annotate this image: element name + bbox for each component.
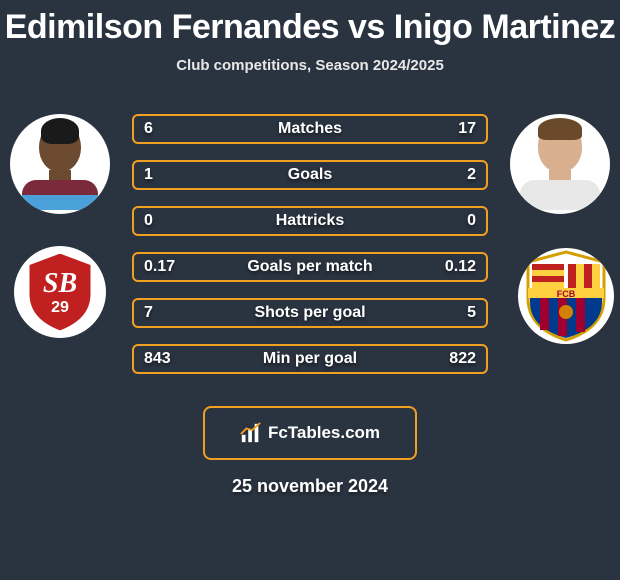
date-label: 25 november 2024 (0, 476, 620, 497)
avatar-torso-icon (520, 180, 600, 210)
svg-text:FCB: FCB (557, 289, 576, 299)
stat-value-left: 0.17 (144, 258, 175, 276)
stat-value-right: 0.12 (445, 258, 476, 276)
stat-value-left: 1 (144, 166, 153, 184)
brand-text: FcTables.com (268, 423, 380, 443)
stat-value-right: 5 (467, 304, 476, 322)
barcelona-crest-icon: FCB (518, 248, 614, 344)
stat-row: 7 Shots per goal 5 (132, 298, 488, 328)
svg-text:SB: SB (43, 268, 77, 299)
chart-icon (240, 422, 262, 444)
stat-value-right: 822 (449, 350, 476, 368)
svg-text:29: 29 (51, 299, 69, 316)
avatar-head-icon (538, 120, 582, 172)
stat-value-left: 6 (144, 120, 153, 138)
stat-row: 0.17 Goals per match 0.12 (132, 252, 488, 282)
page-title: Edimilson Fernandes vs Inigo Martinez (0, 0, 620, 47)
club-left-crest: SB 29 (14, 246, 106, 338)
stat-label: Goals (288, 166, 332, 184)
stat-value-right: 2 (467, 166, 476, 184)
player-right-avatar (510, 114, 610, 214)
brest-crest-icon: SB 29 (14, 246, 106, 338)
club-right-crest: FCB (518, 248, 614, 344)
avatar-head-icon (39, 122, 81, 172)
stat-label: Min per goal (263, 350, 357, 368)
stat-rows: 6 Matches 17 1 Goals 2 0 Hattricks 0 0.17 Goals pe… (132, 114, 488, 390)
comparison-panel: SB 29 FCB 6 Matches 17 1 Goals 2 0 Hattricks 0 0.… (0, 102, 620, 382)
stat-label: Goals per match (247, 258, 372, 276)
stat-label: Shots per goal (254, 304, 365, 322)
stat-value-left: 7 (144, 304, 153, 322)
avatar-torso-icon (22, 180, 98, 210)
player-left-avatar (10, 114, 110, 214)
stat-value-left: 0 (144, 212, 153, 230)
stat-label: Hattricks (276, 212, 344, 230)
subtitle: Club competitions, Season 2024/2025 (0, 57, 620, 74)
stat-row: 0 Hattricks 0 (132, 206, 488, 236)
stat-value-right: 0 (467, 212, 476, 230)
stat-value-left: 843 (144, 350, 171, 368)
stat-row: 843 Min per goal 822 (132, 344, 488, 374)
brand-box: FcTables.com (203, 406, 417, 460)
stat-label: Matches (278, 120, 342, 138)
stat-value-right: 17 (458, 120, 476, 138)
stat-row: 6 Matches 17 (132, 114, 488, 144)
stat-row: 1 Goals 2 (132, 160, 488, 190)
